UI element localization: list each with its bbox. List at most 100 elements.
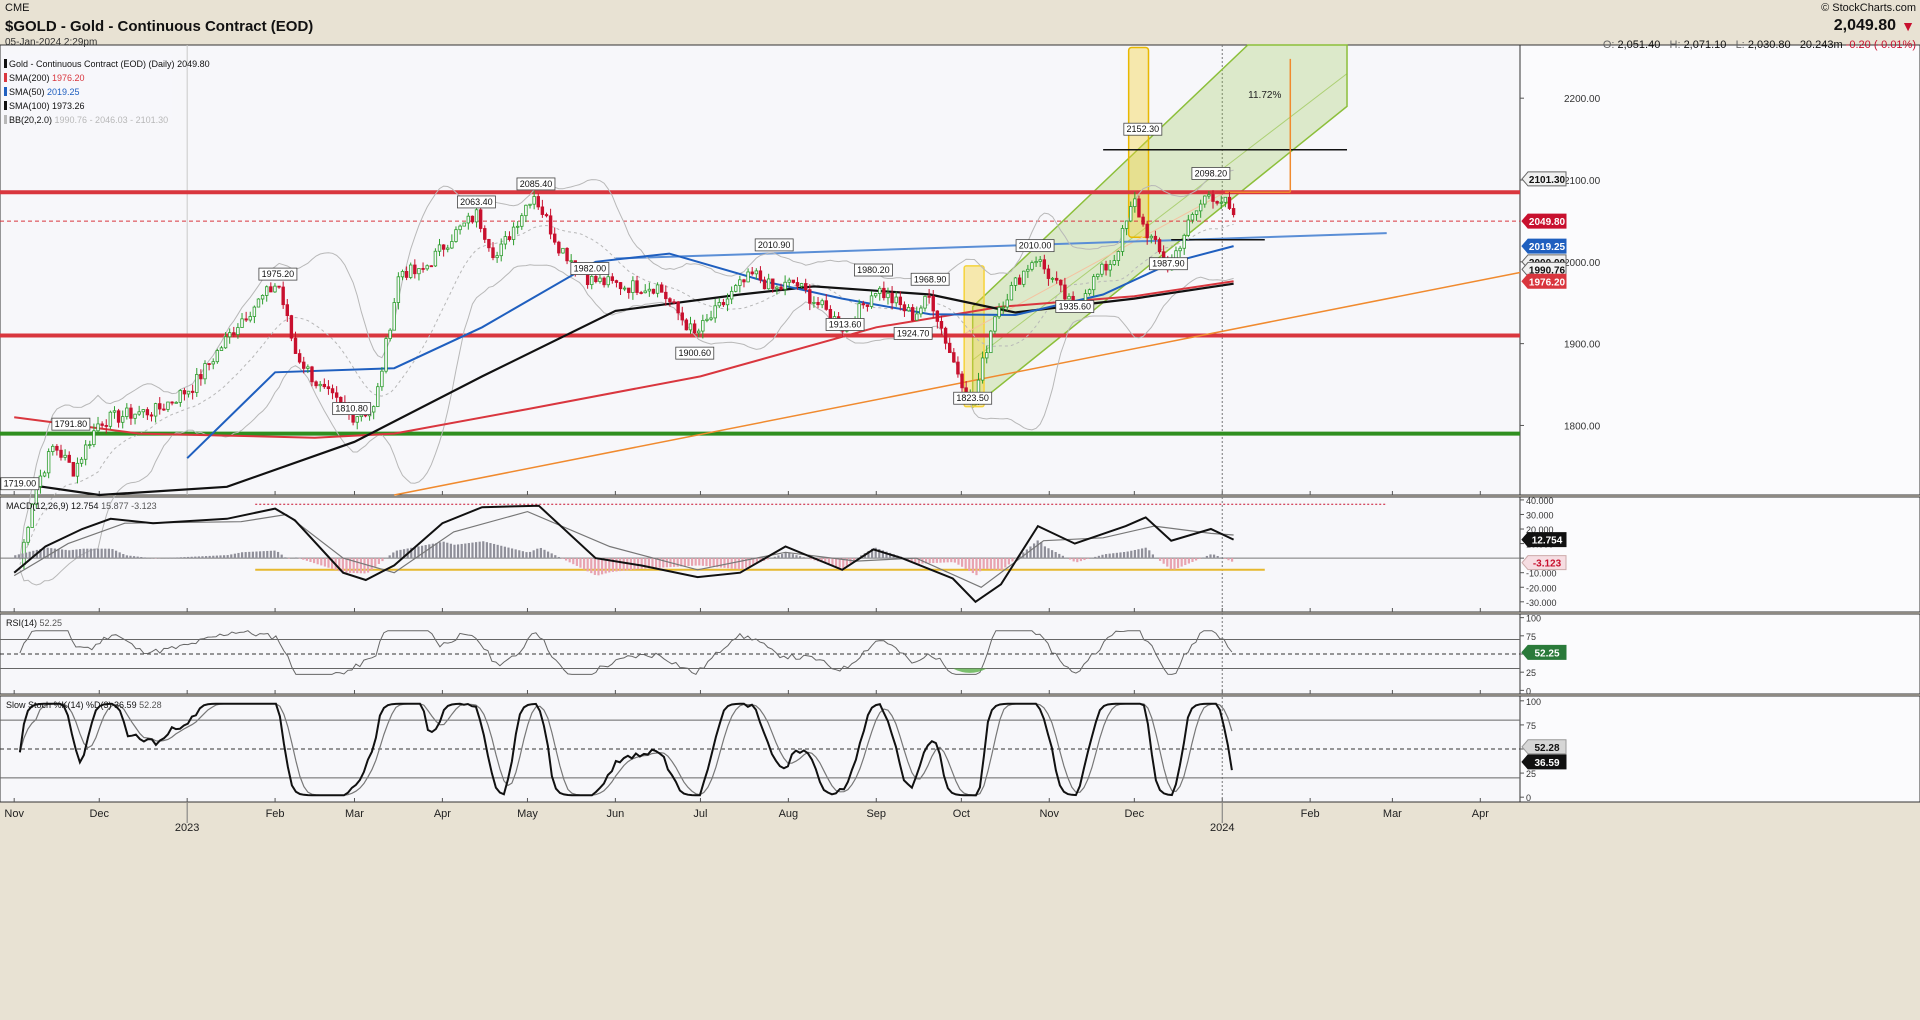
annotation-box	[0, 477, 40, 491]
macd-hist-bar	[71, 549, 74, 559]
macd-hist-bar	[1004, 558, 1007, 568]
macd-tick-label: -20.000	[1526, 583, 1557, 593]
annotation-label: 1980.20	[857, 265, 890, 275]
macd-hist-bar	[1047, 548, 1050, 559]
macd-hist-bar	[723, 558, 726, 568]
annotation-label: 1791.80	[55, 419, 88, 429]
macd-hist-bar	[780, 554, 784, 559]
brand-label[interactable]: © StockCharts.com	[1821, 2, 1916, 14]
macd-value: 12.754	[71, 501, 99, 511]
axis-panel-rsi	[1519, 613, 1920, 695]
macd-hist-bar	[492, 543, 496, 559]
macd-hist-bar	[593, 558, 596, 575]
annotation-box	[516, 177, 556, 191]
candle-body	[203, 363, 207, 380]
ohlc-bar: O: 2,051.40 H: 2,071.10 L: 2,030.80 20.2…	[1603, 39, 1916, 51]
macd-hist-bar	[834, 558, 838, 567]
annotation-box	[1015, 239, 1055, 253]
candle-body	[569, 260, 573, 263]
macd-hist-bar	[381, 558, 384, 562]
macd-hist-bar	[1166, 558, 1169, 567]
candle-body	[281, 286, 285, 306]
macd-hist-bar	[53, 548, 56, 559]
macd-hist-bar	[971, 558, 974, 574]
candle-body	[310, 366, 314, 383]
candle-body	[1087, 289, 1092, 294]
macd-hist-bar	[197, 556, 200, 559]
candle-body	[1231, 208, 1236, 216]
macd-hist-bar	[838, 558, 841, 568]
macd-hist-bar	[636, 558, 640, 570]
macd-hist-bar	[1130, 550, 1133, 559]
macd-hist-bar	[1140, 548, 1144, 559]
macd-hist-bar	[680, 558, 683, 567]
legend-value: 1976.20	[52, 73, 85, 83]
macd-hist-bar	[690, 558, 694, 566]
legend-swatch	[4, 73, 7, 82]
candle-body	[355, 416, 359, 423]
candle-body	[594, 275, 598, 283]
candle-body	[421, 268, 425, 270]
macd-hist-bar	[240, 552, 244, 559]
price-scale-label: 2049.80	[1529, 217, 1566, 228]
macd-hist-bar	[1061, 555, 1064, 559]
candle-body	[618, 282, 623, 290]
channel-midline	[972, 73, 1348, 361]
macd-line	[13, 504, 1235, 604]
candle-body	[417, 268, 421, 275]
x-tick-label: Sep	[866, 808, 886, 820]
candle-body	[1001, 306, 1005, 309]
candle-body	[409, 264, 413, 278]
macd-hist-bar	[737, 558, 740, 570]
macd-hist-bar	[305, 558, 308, 561]
candle-body	[536, 196, 540, 208]
macd-hist-bar	[388, 555, 391, 559]
macd-hist-bar	[114, 550, 118, 559]
candle-body	[557, 241, 561, 254]
candle-body	[746, 271, 750, 283]
last-price: 2,049.80	[1833, 17, 1896, 34]
candle-body	[219, 347, 224, 351]
macd-hist-bar	[136, 556, 139, 559]
macd-hist-bar	[86, 548, 89, 559]
macd-hist-bar	[395, 550, 398, 559]
macd-hist-bar	[1194, 558, 1198, 561]
candle-body	[639, 292, 643, 294]
candle-body	[363, 414, 368, 417]
macd-hist-bar	[230, 554, 233, 559]
macd-hist-bar	[917, 558, 920, 564]
macd-hist-bar	[280, 554, 283, 559]
macd-hist-bar	[687, 558, 690, 567]
annotation-box	[953, 391, 993, 405]
macd-hist-bar	[438, 542, 442, 559]
candle-body	[289, 315, 294, 339]
candle-body	[882, 287, 886, 299]
macd-hist-bar	[662, 558, 665, 568]
candle-body	[734, 285, 738, 292]
macd-hist-bar	[212, 555, 215, 559]
candle-body	[692, 323, 697, 334]
macd-hist-bar	[201, 556, 204, 559]
axis-panel-main	[1519, 44, 1920, 496]
candle-body	[803, 283, 808, 291]
candle-body	[334, 392, 339, 398]
macd-hist-bar	[1054, 552, 1057, 559]
legend-label: SMA(200) 1976.20	[9, 73, 85, 83]
macd-hist-bar	[262, 551, 265, 559]
candle-body	[322, 383, 327, 388]
rsi-line	[19, 630, 1233, 676]
candle-body	[166, 401, 170, 410]
macd-hist-bar	[1212, 554, 1216, 559]
candle-body	[314, 381, 318, 387]
stoch-scale-label: 36.59	[1534, 758, 1559, 769]
candle-body	[1124, 220, 1129, 229]
macd-hist-bar	[345, 558, 348, 573]
candle-body	[627, 287, 631, 293]
candle-body	[923, 295, 927, 309]
macd-hist-bar	[885, 551, 888, 559]
macd-hist-bar	[320, 558, 323, 566]
macd-hist-bar	[809, 558, 812, 560]
annotation-box	[570, 262, 610, 275]
candle-body	[783, 281, 787, 290]
